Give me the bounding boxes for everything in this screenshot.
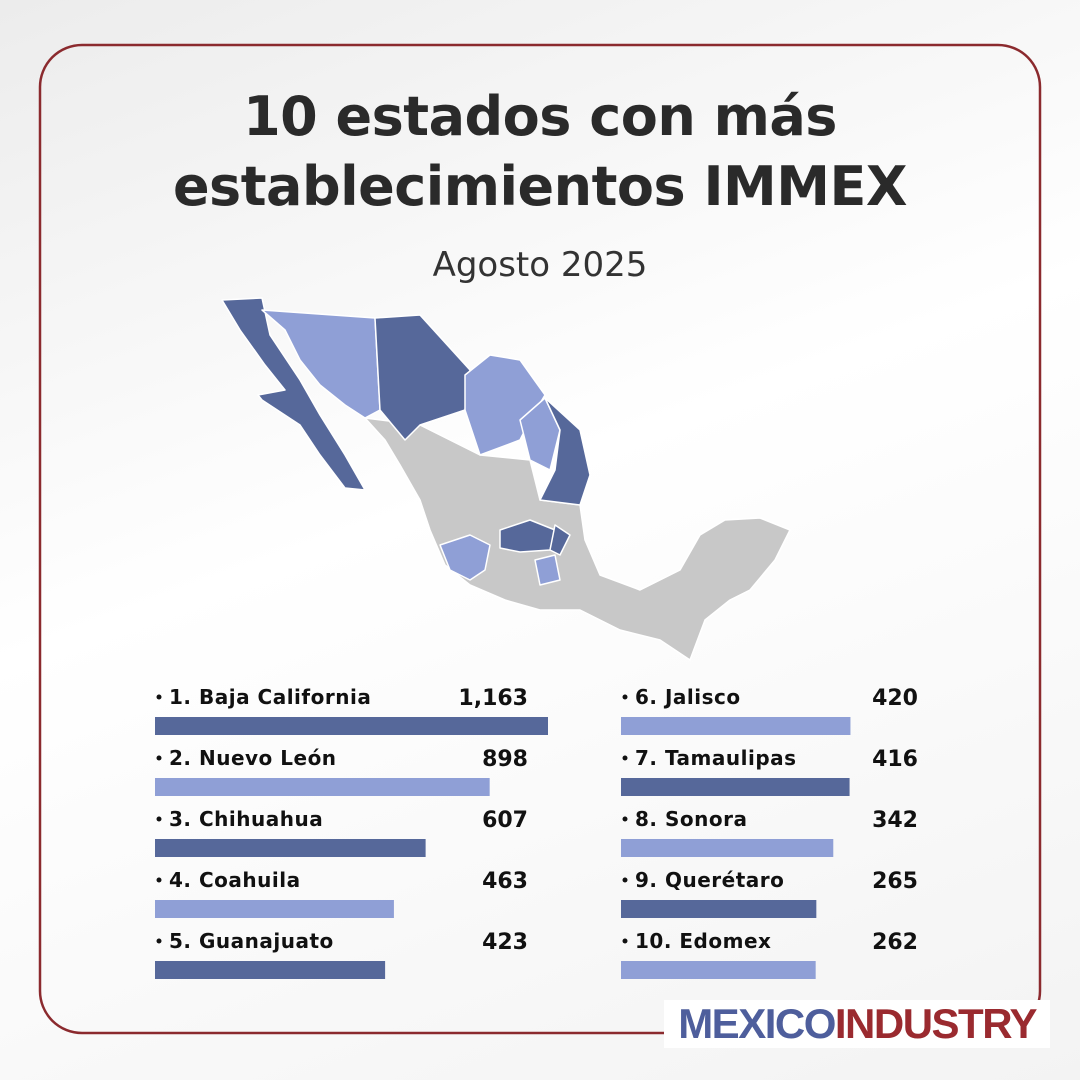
bullet: [622, 755, 628, 761]
category-label: 7. Tamaulipas: [635, 746, 797, 770]
chart-subtitle: Agosto 2025: [432, 245, 648, 285]
bullet: [156, 877, 162, 883]
bar: [621, 961, 816, 979]
bullet: [156, 816, 162, 822]
frame: [38, 43, 1042, 1035]
bullet: [622, 694, 628, 700]
value-label: 342: [872, 808, 918, 833]
brand-second: INDUSTRY: [834, 1000, 1038, 1047]
value-label: 416: [872, 747, 918, 772]
bullet: [156, 938, 162, 944]
map-queretaro: [549, 524, 571, 556]
bar: [155, 778, 490, 796]
map-jalisco: [439, 534, 491, 581]
value-label: 1,163: [458, 686, 528, 711]
map-baja-california: [221, 297, 366, 491]
value-label: 423: [482, 930, 528, 955]
bar: [621, 717, 851, 735]
bar: [155, 961, 386, 979]
category-label: 10. Edomex: [635, 929, 771, 953]
category-label: 8. Sonora: [635, 807, 747, 831]
bar: [621, 900, 817, 918]
value-label: 898: [482, 747, 528, 772]
category-label: 3. Chihuahua: [169, 807, 323, 831]
brand-first: MEXICO: [678, 1000, 836, 1047]
map-tamaulipas: [539, 397, 591, 506]
category-label: 1. Baja California: [169, 685, 371, 709]
category-label: 9. Querétaro: [635, 868, 784, 892]
bullet: [622, 816, 628, 822]
bar: [621, 839, 834, 857]
value-label: 262: [872, 930, 918, 955]
category-label: 6. Jalisco: [635, 685, 741, 709]
bar: [621, 778, 850, 796]
category-label: 5. Guanajuato: [169, 929, 334, 953]
category-label: 4. Coahuila: [169, 868, 301, 892]
bar: [155, 900, 394, 918]
value-label: 607: [482, 808, 528, 833]
chart-title: 10 estados con más establecimientos IMME…: [172, 85, 908, 218]
map-chihuahua: [374, 314, 471, 441]
bullet: [622, 877, 628, 883]
bar: [155, 717, 548, 735]
brand-logo: MEXICOINDUSTRY: [664, 1000, 1050, 1048]
value-label: 463: [482, 869, 528, 894]
map: [221, 297, 791, 661]
value-label: 420: [872, 686, 918, 711]
bullet: [156, 694, 162, 700]
value-label: 265: [872, 869, 918, 894]
category-label: 2. Nuevo León: [169, 746, 337, 770]
bullet: [156, 755, 162, 761]
map-edomex: [534, 554, 561, 586]
map-nuevo-leon: [519, 397, 561, 471]
bullet: [622, 938, 628, 944]
bar: [155, 839, 426, 857]
